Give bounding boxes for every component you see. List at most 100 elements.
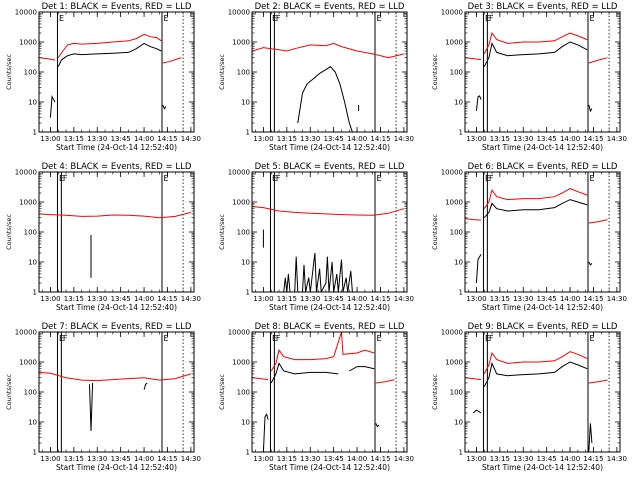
panel-title: Det 2: BLACK = Events, RED = LLD xyxy=(255,2,405,12)
x-tick-label: 13:30 xyxy=(513,295,533,303)
marker-label: E xyxy=(377,174,382,183)
x-tick-label: 14:15 xyxy=(157,295,177,303)
events-series-line xyxy=(483,361,588,387)
y-tick-label: 1 xyxy=(459,289,463,297)
y-axis-label: Counts/sec xyxy=(431,214,439,250)
y-axis-label: Counts/sec xyxy=(218,374,226,410)
panel-title: Det 1: BLACK = Events, RED = LLD xyxy=(42,2,192,12)
y-tick-label: 100 xyxy=(237,389,250,397)
x-tick-label: 14:15 xyxy=(583,295,603,303)
lld-series-line xyxy=(375,379,395,384)
y-tick-label: 10 xyxy=(454,419,463,427)
x-tick-label: 14:00 xyxy=(134,135,154,143)
lld-series-line xyxy=(483,31,588,55)
events-series-line xyxy=(483,41,588,67)
y-tick-label: 10000 xyxy=(15,9,37,17)
x-tick-label: 13:00 xyxy=(40,455,60,463)
x-axis-label: Start Time (24-Oct-14 12:52:40) xyxy=(56,303,177,312)
y-tick-label: 1000 xyxy=(19,199,37,207)
x-tick-label: 14:30 xyxy=(181,455,201,463)
y-tick-label: 10 xyxy=(241,419,250,427)
detector-panel: Det 8: BLACK = Events, RED = LLDEFE11010… xyxy=(218,322,414,472)
y-axis-label: Counts/sec xyxy=(431,54,439,90)
marker-label: E xyxy=(590,334,595,343)
x-axis-label: Start Time (24-Oct-14 12:52:40) xyxy=(482,463,603,472)
x-axis-label: Start Time (24-Oct-14 12:52:40) xyxy=(269,143,390,152)
marker-label: F xyxy=(276,174,281,183)
x-tick-label: 13:45 xyxy=(537,135,557,143)
x-tick-label: 13:15 xyxy=(490,295,510,303)
y-tick-label: 10 xyxy=(454,99,463,107)
x-tick-label: 13:15 xyxy=(64,295,84,303)
x-tick-label: 14:30 xyxy=(607,455,627,463)
y-tick-label: 1000 xyxy=(445,39,463,47)
y-axis-label: Counts/sec xyxy=(218,54,226,90)
x-tick-label: 13:45 xyxy=(111,135,131,143)
x-tick-label: 13:45 xyxy=(324,135,344,143)
x-tick-label: 14:30 xyxy=(394,455,414,463)
y-tick-label: 100 xyxy=(450,69,463,77)
marker-label: F xyxy=(276,334,281,343)
x-axis-label: Start Time (24-Oct-14 12:52:40) xyxy=(56,143,177,152)
x-tick-label: 13:30 xyxy=(87,295,107,303)
y-axis-label: Counts/sec xyxy=(5,214,13,250)
lld-series-line xyxy=(465,377,482,381)
x-tick-label: 14:15 xyxy=(370,455,390,463)
x-tick-label: 14:00 xyxy=(134,295,154,303)
panel-title: Det 7: BLACK = Events, RED = LLD xyxy=(42,322,192,332)
detector-panel: Det 4: BLACK = Events, RED = LLDEFE11010… xyxy=(5,162,201,312)
y-tick-label: 1000 xyxy=(445,199,463,207)
events-series-line xyxy=(283,252,353,292)
lld-series-line xyxy=(252,377,269,381)
x-tick-label: 13:15 xyxy=(277,295,297,303)
y-tick-label: 100 xyxy=(237,69,250,77)
y-tick-label: 100 xyxy=(450,389,463,397)
x-tick-label: 13:45 xyxy=(324,295,344,303)
x-tick-label: 13:30 xyxy=(87,135,107,143)
y-tick-label: 1000 xyxy=(445,359,463,367)
lld-series-line xyxy=(465,218,482,221)
events-series-line xyxy=(475,95,482,112)
x-axis-label: Start Time (24-Oct-14 12:52:40) xyxy=(269,463,390,472)
x-tick-label: 13:15 xyxy=(64,455,84,463)
lld-series-line xyxy=(162,57,182,64)
x-tick-label: 14:30 xyxy=(607,135,627,143)
lld-series-line xyxy=(39,211,192,219)
x-tick-label: 13:15 xyxy=(277,455,297,463)
panel-title: Det 8: BLACK = Events, RED = LLD xyxy=(255,322,405,332)
events-series-line xyxy=(162,104,167,110)
marker-label: E xyxy=(377,14,382,23)
x-tick-label: 13:15 xyxy=(490,135,510,143)
plot-frame xyxy=(38,171,195,293)
x-tick-label: 14:30 xyxy=(394,135,414,143)
y-tick-label: 10000 xyxy=(15,169,37,177)
panel-title: Det 9: BLACK = Events, RED = LLD xyxy=(468,322,618,332)
lld-series-line xyxy=(465,57,482,61)
x-tick-label: 13:30 xyxy=(513,135,533,143)
x-tick-label: 14:00 xyxy=(347,135,367,143)
x-axis-label: Start Time (24-Oct-14 12:52:40) xyxy=(56,463,177,472)
events-series-line xyxy=(375,423,380,428)
detector-panel: Det 6: BLACK = Events, RED = LLDEFE11010… xyxy=(431,162,627,312)
x-tick-label: 14:00 xyxy=(347,455,367,463)
x-tick-label: 14:15 xyxy=(370,135,390,143)
events-series-line xyxy=(588,423,593,452)
lld-series-line xyxy=(588,379,608,384)
x-tick-label: 14:00 xyxy=(560,295,580,303)
y-tick-label: 10 xyxy=(28,419,37,427)
lld-series-line xyxy=(483,188,588,209)
marker-label: E xyxy=(590,14,595,23)
y-tick-label: 1000 xyxy=(232,359,250,367)
x-tick-label: 14:00 xyxy=(347,295,367,303)
events-series-line xyxy=(588,104,593,113)
lld-series-line xyxy=(39,371,192,382)
x-tick-label: 13:15 xyxy=(277,135,297,143)
events-series-line xyxy=(349,366,375,372)
x-tick-label: 14:00 xyxy=(560,135,580,143)
y-tick-label: 10000 xyxy=(15,329,37,337)
events-series-line xyxy=(49,94,56,118)
marker-label: F xyxy=(489,334,494,343)
detector-panel: Det 7: BLACK = Events, RED = LLDEFE11010… xyxy=(5,322,201,472)
y-tick-label: 10 xyxy=(28,259,37,267)
